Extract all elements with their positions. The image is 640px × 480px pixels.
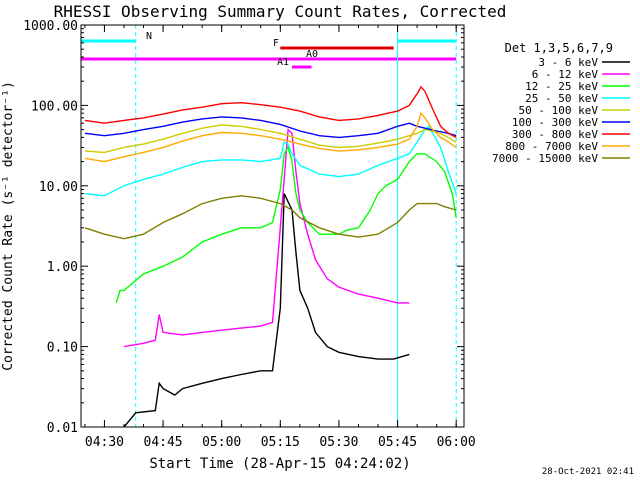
legend-label-8: 7000 - 15000 keV: [492, 152, 598, 165]
series-line-8: [84, 195, 457, 240]
y-tick-label: 0.01: [47, 421, 78, 436]
series-line-5: [84, 116, 457, 139]
axes-layer: 0.01 0.10 1.00 10.00 100.00 1000.00 04:30 04:45…: [23, 19, 476, 450]
series-line-2: [115, 145, 457, 304]
legend-label-5: 100 - 300 keV: [512, 116, 598, 129]
legend-label-0: 3 - 6 keV: [538, 56, 598, 69]
y-axis-label: Corrected Count Rate (s⁻¹ detector⁻¹): [1, 81, 16, 371]
y-tick-label: 1.00: [47, 260, 78, 275]
y-tick-label: 100.00: [31, 99, 78, 114]
y-tick-label: 0.10: [47, 341, 78, 356]
y-tick-label: 1000.00: [23, 19, 78, 34]
legend-label-2: 12 - 25 keV: [525, 80, 598, 93]
x-tick-label: 05:30: [319, 435, 358, 450]
flag-label-a1: A1: [277, 57, 289, 68]
series-line-0: [123, 193, 410, 428]
data-layer: N F A0 A1: [81, 25, 457, 428]
legend-label-4: 50 - 100 keV: [519, 104, 599, 117]
series-line-6: [84, 85, 457, 139]
x-tick-label: 05:15: [261, 435, 300, 450]
series-line-4: [84, 124, 457, 154]
x-tick-label: 04:45: [144, 435, 183, 450]
x-tick-label: 05:45: [378, 435, 417, 450]
x-tick-label: 04:30: [85, 435, 124, 450]
x-axis-label: Start Time (28-Apr-15 04:24:02): [149, 456, 410, 472]
series-line-1: [123, 128, 410, 348]
legend-label-6: 300 - 800 keV: [512, 128, 598, 141]
x-tick-label: 06:00: [437, 435, 476, 450]
flag-label-f: F: [273, 38, 279, 49]
legend-label-7: 800 - 7000 keV: [505, 140, 598, 153]
series-line-7: [84, 111, 457, 163]
y-tick-label: 10.00: [39, 180, 78, 195]
chart-title: RHESSI Observing Summary Count Rates, Co…: [54, 2, 507, 21]
flag-label-a0: A0: [306, 49, 318, 60]
x-tick-label: 05:00: [202, 435, 241, 450]
footer-timestamp: 28-Oct-2021 02:41: [542, 467, 634, 477]
flag-label-n: N: [146, 31, 152, 42]
legend-header: Det 1,3,5,6,7,9: [505, 41, 613, 55]
plot-frame: [80, 24, 465, 428]
legend-label-3: 25 - 50 keV: [525, 92, 598, 105]
legend-label-1: 6 - 12 keV: [532, 68, 599, 81]
